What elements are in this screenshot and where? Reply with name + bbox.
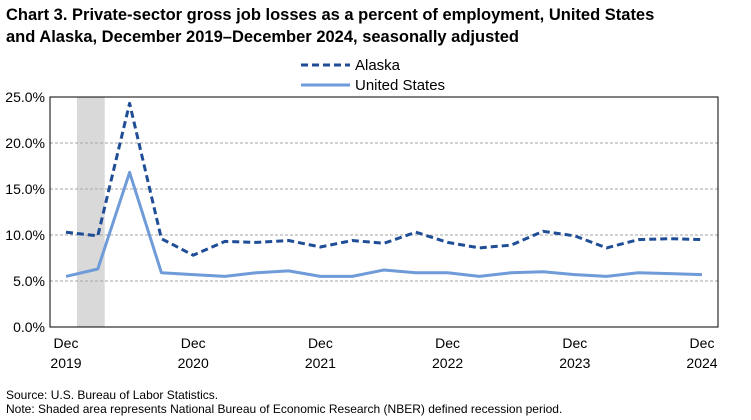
x-tick-label: Dec: [435, 335, 460, 351]
y-tick-label: 20.0%: [5, 135, 45, 151]
x-tick-label: 2021: [305, 355, 336, 371]
y-tick-label: 0.0%: [13, 319, 45, 335]
legend-label: Alaska: [355, 57, 401, 74]
y-tick-label: 25.0%: [5, 89, 45, 105]
x-tick-label: 2023: [559, 355, 590, 371]
x-tick-label: Dec: [690, 335, 715, 351]
series-line-alaska: [65, 101, 703, 257]
x-tick-label: Dec: [54, 335, 79, 351]
chart-title-line-1: Chart 3. Private-sector gross job losses…: [6, 6, 655, 24]
x-tick-label: 2019: [50, 355, 81, 371]
x-tick-label: 2022: [432, 355, 463, 371]
x-tick-label: 2020: [178, 355, 209, 371]
chart-title: Chart 3. Private-sector gross job losses…: [6, 4, 746, 48]
x-axis-tick-labels: Dec 2019 Dec 2020 Dec 2021 Dec 2022 Dec 2023 Dec 20…: [50, 335, 717, 371]
series-line-united-states: [65, 170, 703, 278]
y-tick-label: 10.0%: [5, 227, 45, 243]
legend: Alaska United States: [301, 57, 445, 94]
recession-shading: [76, 97, 105, 327]
series-lines: [65, 101, 703, 278]
x-tick-label: Dec: [562, 335, 587, 351]
y-tick-label: 15.0%: [5, 181, 45, 197]
x-tick-label: Dec: [308, 335, 333, 351]
x-tick-label: 2024: [686, 355, 717, 371]
y-tick-label: 5.0%: [13, 273, 45, 289]
chart-title-line-2: and Alaska, December 2019–December 2024,…: [6, 28, 520, 46]
recession-note: Note: Shaded area represents National Bu…: [6, 402, 563, 416]
plot-area-border: [49, 96, 719, 328]
x-tick-label: Dec: [181, 335, 206, 351]
source-note: Source: U.S. Bureau of Labor Statistics.: [6, 388, 219, 402]
legend-label: United States: [355, 77, 445, 94]
y-axis-tick-labels: 0.0% 5.0% 10.0% 15.0% 20.0% 25.0%: [5, 89, 45, 335]
